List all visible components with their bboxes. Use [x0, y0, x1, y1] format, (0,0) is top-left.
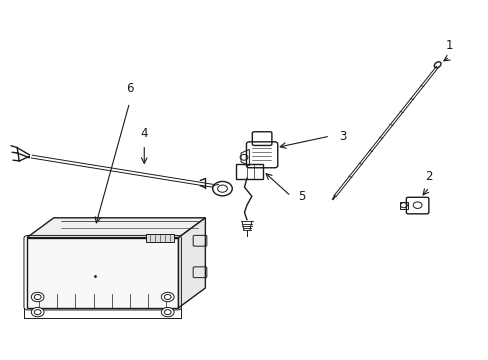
Text: 1: 1	[445, 39, 453, 52]
Text: 4: 4	[140, 127, 148, 140]
Text: 3: 3	[338, 130, 346, 143]
Text: 2: 2	[425, 170, 432, 183]
FancyBboxPatch shape	[146, 234, 174, 242]
Text: 5: 5	[298, 190, 305, 203]
Text: 6: 6	[125, 82, 133, 95]
Polygon shape	[27, 218, 205, 238]
Polygon shape	[178, 218, 205, 308]
Circle shape	[161, 292, 174, 302]
Polygon shape	[27, 238, 178, 308]
Circle shape	[31, 292, 44, 302]
Circle shape	[31, 307, 44, 317]
Circle shape	[161, 307, 174, 317]
